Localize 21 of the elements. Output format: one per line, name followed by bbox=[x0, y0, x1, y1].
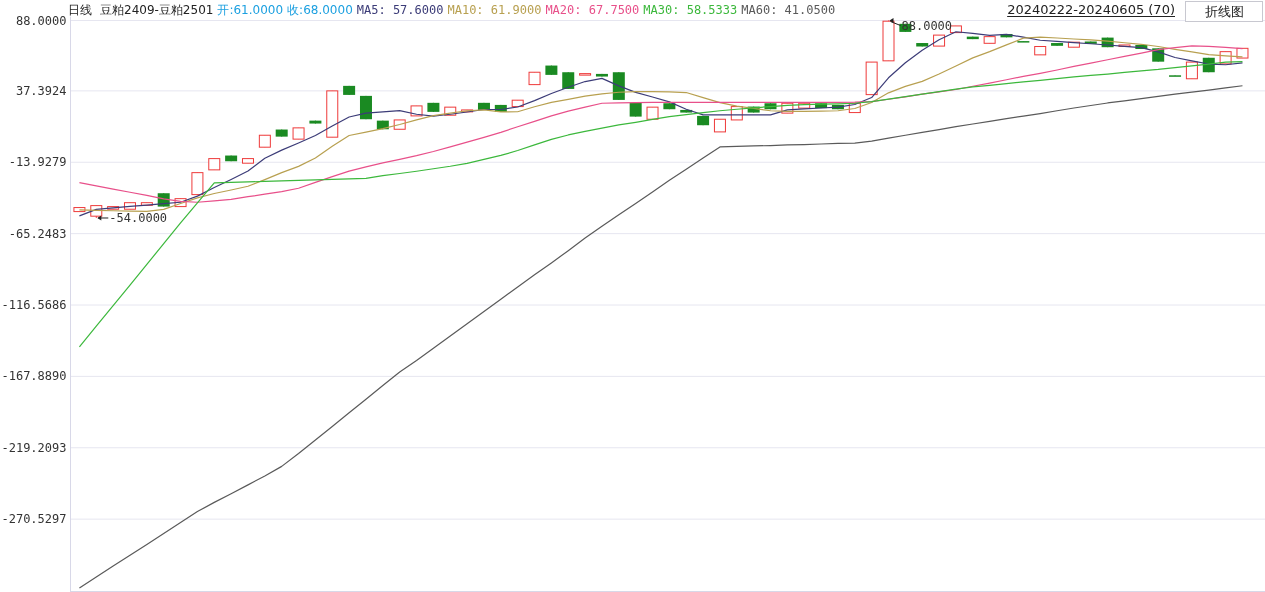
text: 收:68.0000 bbox=[287, 3, 353, 17]
button: 折线图 bbox=[1185, 1, 1263, 22]
y-tick-label: -13.9279 bbox=[8, 155, 67, 170]
y-tick-label: 88.0000 bbox=[15, 13, 67, 28]
annotation: -54.0000 bbox=[109, 210, 168, 225]
text: MA60: 41.0500 bbox=[741, 3, 836, 17]
chart-subtitle: 豆粕2409-豆粕2501 bbox=[100, 3, 214, 17]
y-tick-label: -219.2093 bbox=[1, 440, 67, 455]
text: 20240222-20240605 (70) bbox=[1007, 2, 1175, 17]
text: MA20: 67.7500 bbox=[545, 3, 640, 17]
annotation: 88.0000 bbox=[901, 18, 953, 33]
y-tick-label: -270.5297 bbox=[1, 512, 67, 527]
y-tick-label: -167.8890 bbox=[1, 369, 67, 384]
chart-title: 日线 bbox=[68, 3, 92, 17]
text: MA30: 58.5333 bbox=[643, 3, 738, 17]
text: 开:61.0000 bbox=[217, 3, 284, 17]
y-tick-label: 37.3924 bbox=[15, 83, 67, 98]
text: MA10: 61.9000 bbox=[447, 3, 542, 17]
text: MA5: 57.6000 bbox=[356, 3, 444, 17]
y-tick-label: -116.5686 bbox=[1, 298, 67, 312]
y-tick-label: -65.2483 bbox=[8, 226, 67, 241]
